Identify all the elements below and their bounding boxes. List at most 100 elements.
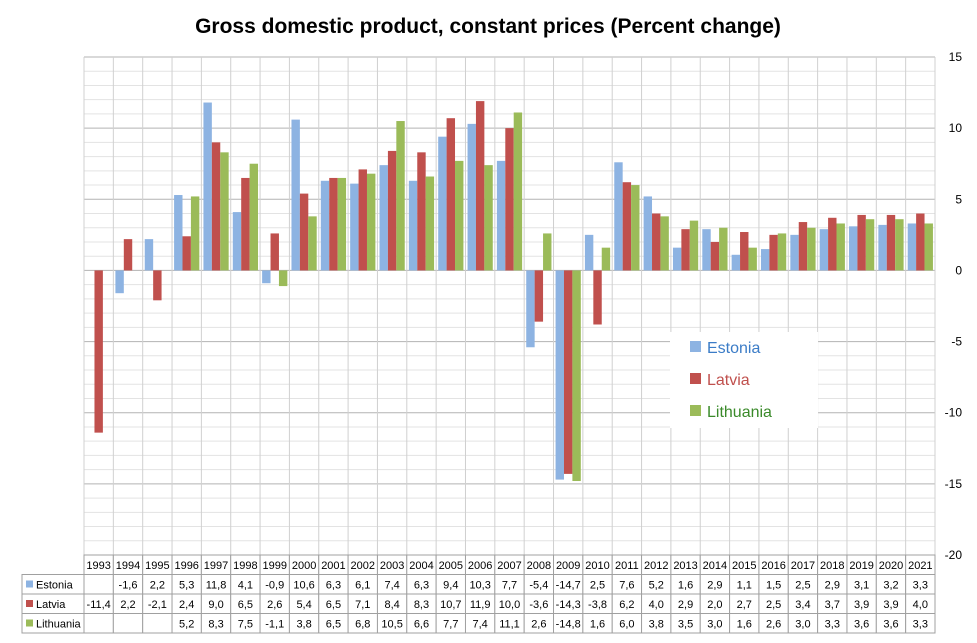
bar-estonia-2011	[614, 162, 623, 271]
table-value: 9,4	[443, 580, 458, 592]
bar-latvia-2001	[329, 177, 338, 271]
table-year-label: 2017	[791, 560, 815, 572]
bar-lithuania-2020	[895, 219, 904, 271]
y-tick-label: 10	[949, 121, 963, 135]
bar-estonia-2004	[408, 180, 418, 271]
bar-latvia-2014	[710, 241, 720, 271]
bar-lithuania-2006	[484, 165, 493, 271]
table-cell	[83, 613, 114, 634]
table-year-label: 2003	[380, 560, 404, 572]
bar-lithuania-2017	[807, 227, 816, 271]
legend-swatch-lithuania	[690, 405, 701, 416]
table-year-label: 2018	[820, 560, 844, 572]
table-value: 3,3	[913, 580, 928, 592]
table-year-label: 2013	[673, 560, 697, 572]
table-year-label: 2020	[879, 560, 903, 572]
y-tick-label: -5	[951, 335, 962, 349]
bar-latvia-2007	[505, 128, 514, 271]
bar-latvia-1995	[153, 270, 162, 301]
table-value: -14,7	[556, 580, 581, 592]
y-tick-label: -10	[945, 406, 963, 420]
bar-lithuania-1996	[190, 196, 200, 271]
table-value: 3,3	[825, 619, 840, 631]
bar-estonia-1996	[174, 195, 183, 271]
bar-estonia-1994	[115, 270, 124, 294]
bar-estonia-2021	[907, 223, 917, 271]
bar-lithuania-2018	[836, 223, 845, 271]
bar-estonia-1999	[262, 270, 271, 284]
bar-lithuania-2011	[631, 185, 640, 271]
table-value: 2,9	[825, 580, 840, 592]
table-year-label: 2002	[351, 560, 375, 572]
table-year-label: 2008	[527, 560, 551, 572]
table-legend-key-estonia	[26, 580, 33, 588]
bar-estonia-2000	[291, 119, 300, 271]
table-year-label: 2007	[497, 560, 521, 572]
table-value: 3,9	[854, 599, 869, 611]
table-year-label: 1993	[86, 560, 110, 572]
table-value: 6,0	[619, 619, 634, 631]
bar-latvia-2019	[857, 214, 866, 271]
table-value: 2,9	[707, 580, 722, 592]
bar-estonia-2010	[584, 234, 594, 271]
bar-lithuania-2007	[513, 112, 523, 271]
bar-lithuania-2015	[748, 247, 757, 271]
bar-latvia-2004	[417, 152, 426, 271]
bar-estonia-2007	[496, 160, 506, 271]
legend-swatch-latvia	[690, 373, 701, 384]
table-value: 7,6	[619, 580, 634, 592]
bar-estonia-2008	[526, 270, 535, 348]
table-value: 2,5	[795, 580, 810, 592]
table-value: 7,5	[238, 619, 253, 631]
legend-swatch-estonia	[690, 341, 701, 352]
y-axis: -20 -15 -10 -5 0 5 10 15	[945, 50, 963, 562]
table-value: 5,2	[649, 580, 664, 592]
bar-lithuania-2014	[719, 227, 728, 271]
table-value: 4,1	[238, 580, 253, 592]
bar-latvia-2018	[828, 217, 837, 271]
bar-lithuania-2016	[777, 233, 787, 271]
table-value: -11,4	[87, 599, 111, 611]
table-value: 3,7	[825, 599, 840, 611]
bar-latvia-1994	[123, 239, 133, 271]
legend-label-latvia: Latvia	[707, 372, 750, 389]
table-value: 7,7	[443, 619, 458, 631]
bar-estonia-2005	[438, 136, 447, 271]
table-year-label: 2005	[439, 560, 463, 572]
bar-latvia-2009	[563, 270, 573, 474]
table-value: 10,6	[293, 580, 314, 592]
bar-latvia-1993	[94, 270, 103, 433]
bar-latvia-2020	[886, 214, 896, 271]
table-value: 6,3	[414, 580, 429, 592]
table-value: -14,8	[556, 619, 581, 631]
legend: Estonia Latvia Lithuania	[670, 332, 818, 428]
table-value: 3,1	[854, 580, 869, 592]
bar-latvia-1997	[211, 142, 221, 271]
table-value: 11,1	[499, 619, 520, 631]
bar-latvia-2005	[446, 118, 456, 271]
table-year-label: 2000	[292, 560, 316, 572]
table-year-label: 2011	[615, 560, 639, 572]
table-year-label: 2012	[644, 560, 668, 572]
table-value: 1,6	[678, 580, 693, 592]
table-value: 2,4	[179, 599, 194, 611]
table-value: 7,4	[473, 619, 488, 631]
table-value: -0,9	[265, 580, 284, 592]
table-value: -1,6	[119, 580, 138, 592]
bar-lithuania-2008	[543, 233, 552, 271]
bar-latvia-1996	[182, 236, 191, 271]
bar-estonia-2020	[878, 224, 887, 271]
table-year-label: 1999	[262, 560, 286, 572]
table-year-label: 2009	[556, 560, 580, 572]
bar-lithuania-2019	[865, 219, 875, 271]
table-value: 3,9	[883, 599, 898, 611]
table-value: 3,6	[883, 619, 898, 631]
bar-estonia-2012	[643, 196, 653, 271]
legend-label-lithuania: Lithuania	[707, 404, 772, 421]
table-value: 8,3	[414, 599, 429, 611]
bar-estonia-1998	[232, 212, 242, 271]
legend-label-estonia: Estonia	[707, 340, 760, 357]
bar-estonia-1995	[144, 239, 154, 271]
table-value: 3,8	[649, 619, 664, 631]
bar-latvia-1999	[270, 233, 279, 271]
